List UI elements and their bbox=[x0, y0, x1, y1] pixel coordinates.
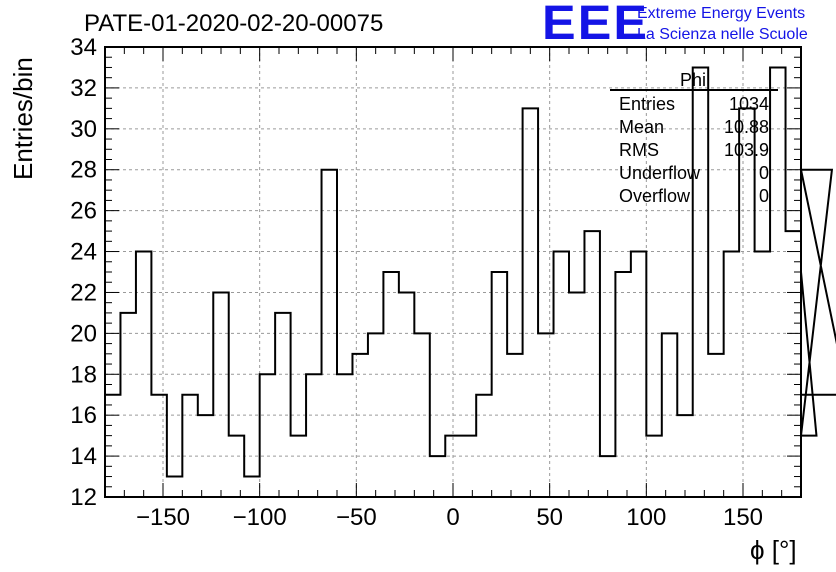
histogram-bin bbox=[492, 272, 507, 497]
histogram-bin bbox=[213, 292, 228, 497]
stats-label-underflow: Underflow bbox=[619, 163, 701, 183]
histogram-bin bbox=[151, 395, 166, 497]
y-tick-label: 14 bbox=[70, 443, 97, 470]
histogram-bin bbox=[337, 374, 352, 497]
histogram-bin bbox=[677, 415, 692, 497]
histogram-bin bbox=[693, 67, 708, 497]
y-tick-label: 28 bbox=[70, 157, 97, 184]
histogram-bin bbox=[646, 436, 661, 497]
stats-label-entries: Entries bbox=[619, 94, 676, 114]
histogram-bin bbox=[383, 272, 398, 497]
y-tick-label: 30 bbox=[70, 116, 97, 143]
histogram-bin bbox=[708, 354, 723, 497]
x-tick-label: 0 bbox=[446, 504, 459, 531]
histogram-bin bbox=[507, 354, 522, 497]
stats-value-mean: 10.88 bbox=[723, 117, 769, 137]
histogram-bin bbox=[739, 108, 754, 497]
x-tick-label: −50 bbox=[336, 504, 377, 531]
histogram-bin bbox=[430, 456, 445, 497]
x-tick-label: 50 bbox=[536, 504, 563, 531]
stats-value-overflow: 0 bbox=[758, 186, 769, 206]
histogram-bin bbox=[770, 67, 785, 497]
y-tick-label: 12 bbox=[70, 484, 97, 511]
histogram-bin bbox=[584, 231, 599, 497]
chart-title: PATE-01-2020-02-20-00075 bbox=[84, 10, 384, 37]
histogram-bin bbox=[291, 436, 306, 497]
y-tick-label: 24 bbox=[70, 239, 97, 266]
y-tick-label: 26 bbox=[70, 198, 97, 225]
y-tick-label: 16 bbox=[70, 402, 97, 429]
stats-label-rms: RMS bbox=[619, 140, 659, 160]
stats-box-title: Phi bbox=[680, 70, 707, 90]
x-tick-label: 150 bbox=[723, 504, 763, 531]
histogram-bin bbox=[523, 108, 538, 497]
histogram-bin bbox=[182, 395, 197, 497]
logo-line-2: La Scienza nelle Scuole bbox=[637, 26, 808, 43]
logo-line-1: Extreme Energy Events bbox=[637, 5, 806, 22]
stats-label-overflow: Overflow bbox=[619, 186, 691, 206]
histogram-bin bbox=[569, 292, 584, 497]
histogram-bin bbox=[352, 354, 367, 497]
histogram-bin bbox=[476, 395, 491, 497]
histogram-bin bbox=[414, 333, 429, 497]
histogram-bin bbox=[399, 292, 414, 497]
x-tick-label: −100 bbox=[233, 504, 287, 531]
y-tick-label: 32 bbox=[70, 75, 97, 102]
stats-value-entries: 1034 bbox=[728, 94, 769, 114]
histogram-bin bbox=[461, 436, 476, 497]
stats-value-underflow: 0 bbox=[758, 163, 769, 183]
y-tick-label: 22 bbox=[70, 279, 97, 306]
y-tick-label: 18 bbox=[70, 361, 97, 388]
histogram-outline bbox=[104, 66, 836, 497]
histogram-bin bbox=[120, 313, 135, 497]
plot-frame bbox=[104, 46, 802, 498]
x-tick-label: −150 bbox=[136, 504, 190, 531]
stats-value-rms: 103.9 bbox=[723, 140, 769, 160]
histogram-bin bbox=[260, 374, 275, 497]
y-axis-label: Entries/bin bbox=[8, 57, 38, 180]
histogram-bin bbox=[198, 415, 213, 497]
histogram-bin bbox=[167, 477, 182, 497]
histogram-bin bbox=[306, 374, 321, 497]
y-tick-label: 34 bbox=[70, 34, 97, 61]
histogram-bin bbox=[275, 313, 290, 497]
stats-label-mean: Mean bbox=[619, 117, 665, 137]
y-tick-label: 20 bbox=[70, 320, 97, 347]
x-axis-label: ϕ [°] bbox=[750, 535, 797, 565]
x-tick-label: 100 bbox=[626, 504, 666, 531]
eee-logo-mark: EEE bbox=[542, 0, 650, 50]
histogram-bin bbox=[615, 272, 630, 497]
histogram-bin bbox=[244, 477, 259, 497]
histogram-bin bbox=[229, 436, 244, 497]
